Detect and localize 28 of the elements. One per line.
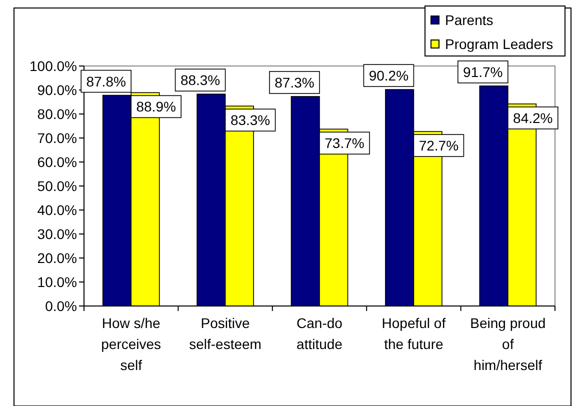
legend-label: Program Leaders bbox=[445, 36, 554, 52]
x-tick-label: Can-do attitude bbox=[296, 315, 343, 352]
text: 87.8% bbox=[86, 73, 126, 90]
text: 90.2% bbox=[368, 68, 409, 84]
text: 83.3% bbox=[230, 112, 270, 128]
y-tick-label: 100.0% bbox=[30, 58, 77, 74]
text: 73.7% bbox=[324, 135, 364, 152]
y-tick-label: 10.0% bbox=[37, 274, 77, 290]
y-tick-label: 0.0% bbox=[45, 298, 77, 314]
text: 88.9% bbox=[136, 98, 176, 115]
x-tick-label: Positive self-esteem bbox=[189, 315, 262, 352]
text: 88.3% bbox=[180, 72, 220, 88]
text: 72.7% bbox=[418, 138, 459, 154]
x-tick-label: How s/he perceives self bbox=[101, 315, 162, 373]
y-tick-label: 50.0% bbox=[37, 178, 77, 194]
text: 87.3% bbox=[274, 74, 314, 90]
y-tick-label: 30.0% bbox=[37, 226, 77, 242]
y-tick-label: 90.0% bbox=[37, 82, 77, 98]
y-tick-label: 70.0% bbox=[37, 130, 77, 146]
legend-label: Parents bbox=[445, 12, 494, 28]
y-tick-label: 40.0% bbox=[37, 202, 77, 218]
y-tick-label: 20.0% bbox=[37, 250, 77, 266]
y-tick-label: 80.0% bbox=[37, 106, 77, 122]
y-tick-label: 60.0% bbox=[37, 154, 77, 170]
text: 84.2% bbox=[513, 110, 553, 126]
x-tick-label: Being proud of him/herself bbox=[470, 315, 546, 373]
text: 91.7% bbox=[463, 64, 503, 80]
x-tick-label: Hopeful of the future bbox=[382, 315, 446, 352]
